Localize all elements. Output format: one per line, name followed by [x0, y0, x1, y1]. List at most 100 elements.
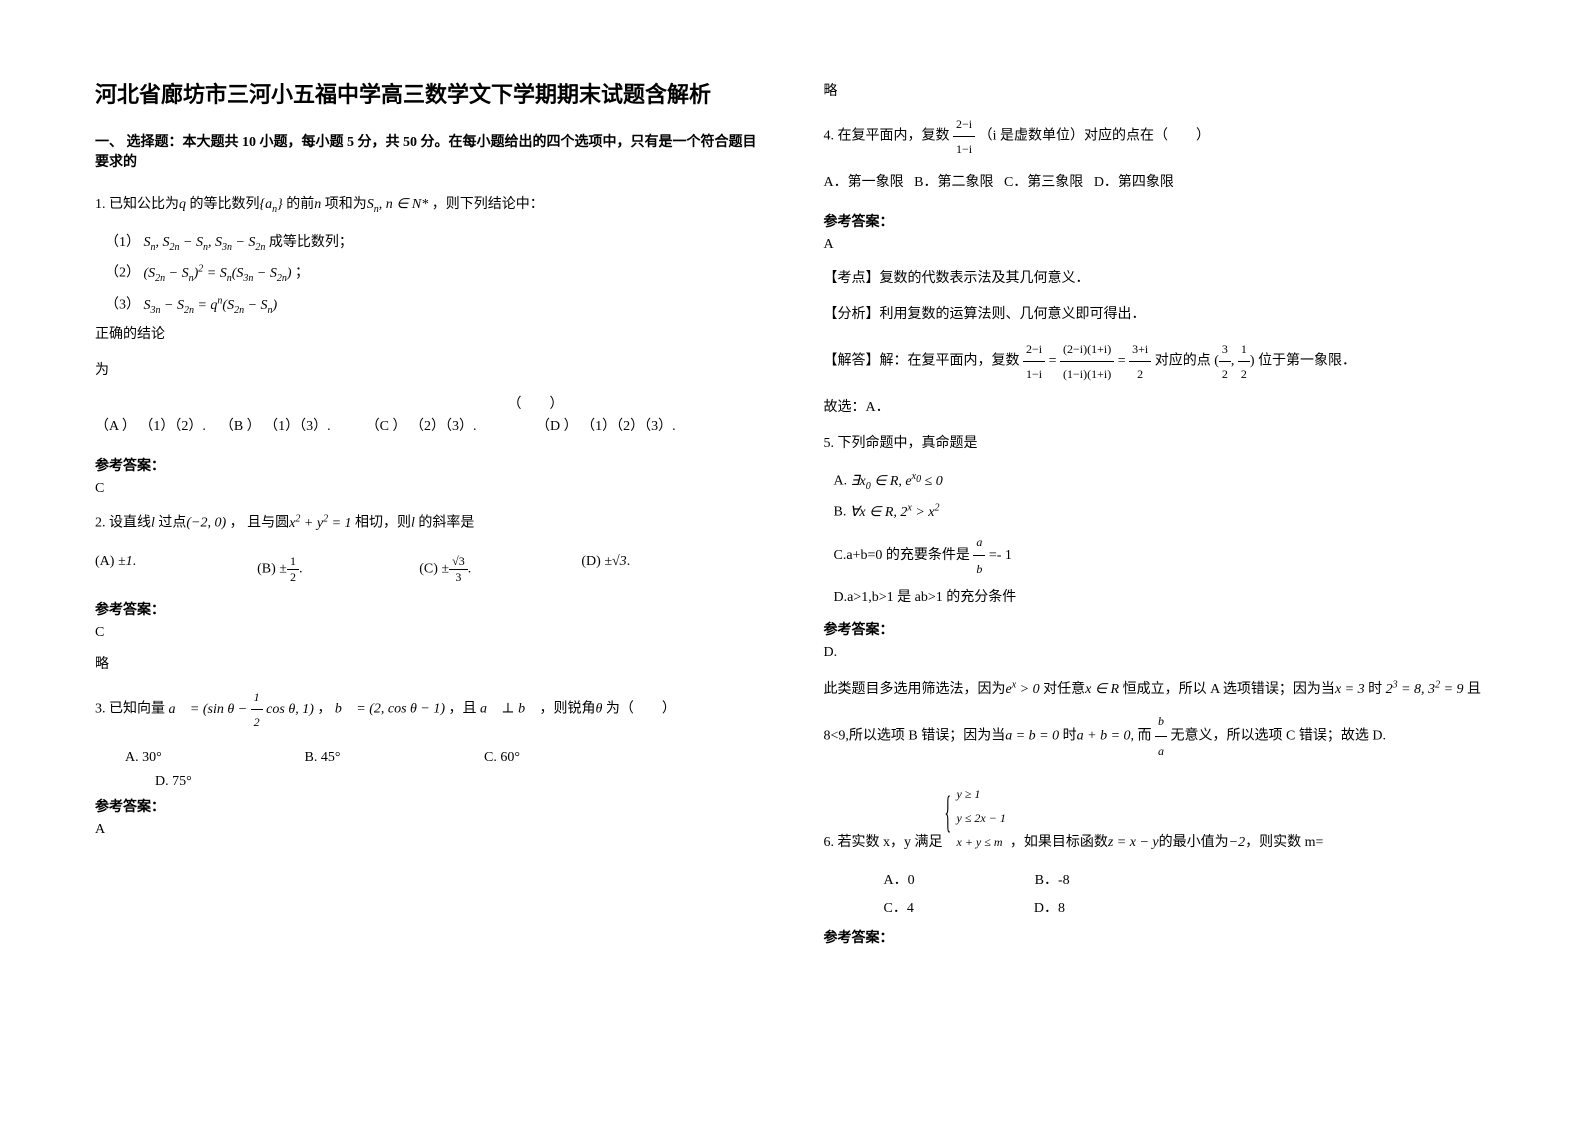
q1-correct-label: 正确的结论	[95, 321, 764, 349]
q4-solve-f5: 12	[1238, 337, 1250, 386]
q1-stem-5: ，则下列结论中：	[432, 197, 544, 212]
q5-m4: 23 = 8, 32 = 9	[1386, 682, 1464, 697]
q6-ans-label: 参考答案：	[824, 927, 1493, 947]
q6-options-row2: C．4 D．8	[884, 897, 1493, 917]
q5-optC: C.a+b=0 的充要条件是 ab =- 1	[834, 529, 1493, 583]
q1-sub3-math: S3n − S2n = qn(S2n − Sn)	[144, 298, 278, 313]
q2-circle: x2 + y2 = 1	[289, 516, 351, 531]
document-title: 河北省廊坊市三河小五福中学高三数学文下学期期末试题含解析	[95, 80, 764, 111]
q5-m7: ba	[1155, 707, 1167, 766]
q4-ans-label: 参考答案：	[824, 211, 1493, 231]
left-column: 河北省廊坊市三河小五福中学高三数学文下学期期末试题含解析 一、 选择题：本大题共…	[95, 80, 764, 1042]
q6-stem2: ，如果目标函数	[1010, 829, 1108, 857]
q1-sub2-math: (S2n − Sn)2 = Sn(S3n − S2n)	[144, 266, 292, 281]
question-5: 5. 下列命题中，真命题是	[824, 430, 1493, 458]
q5-m3: x = 3	[1335, 682, 1365, 697]
q1-stem-1: 1. 已知公比为	[95, 197, 179, 212]
q6-stem3: 的最小值为	[1159, 829, 1229, 857]
question-6: 6. 若实数 x，y 满足 { y ≥ 1 y ≤ 2x − 1 x + y ≤…	[824, 782, 1493, 857]
q4-optA: A．第一象限	[824, 175, 904, 190]
question-1: 1. 已知公比为q 的等比数列{an} 的前n 项和为Sn, n ∈ N* ，则…	[95, 191, 764, 220]
q2-optA-pre: (A)	[95, 554, 114, 569]
q2-options: (A) ±1. (B) ±12. (C) ±√33. (D) ±√3.	[95, 554, 764, 585]
question-2: 2. 设直线l 过点(−2, 0) ， 且与圆x2 + y2 = 1 相切，则l…	[95, 509, 764, 538]
q3-optB: B. 45°	[305, 750, 485, 766]
q6-optD: D．8	[1034, 897, 1065, 917]
q5-optB-pre: B.	[834, 505, 847, 520]
q1-sub1: （1） Sn, S2n − Sn, S3n − S2n 成等比数列；	[105, 228, 764, 259]
q5-e6: 时	[1063, 729, 1077, 744]
q1-sub2: （2） (S2n − Sn)2 = Sn(S3n − S2n) ；	[105, 258, 764, 289]
q1-stem-3: 的前	[286, 197, 314, 212]
q5-explain: 此类题目多选用筛选法，因为ex > 0 对任意x ∈ R 恒成立，所以 A 选项…	[824, 673, 1493, 765]
q4-solve-end: 位于第一象限．	[1258, 354, 1356, 369]
section-header: 一、 选择题：本大题共 10 小题，每小题 5 分，共 50 分。在每小题给出的…	[95, 131, 764, 171]
q4-stem2: （i 是虚数单位）对应的点在（ ）	[979, 129, 1210, 144]
q5-optA: A. ∃x0 ∈ R, ex0 ≤ 0	[834, 466, 1493, 497]
q6-stem4: ，则实数 m=	[1245, 829, 1323, 857]
q6-neg2: −2	[1229, 829, 1245, 857]
q1-sub1-pre: （1）	[105, 235, 140, 250]
q2-l: l	[151, 516, 155, 531]
q3-perp: a⃗ ⊥ b⃗	[480, 702, 536, 717]
q4-optB: B．第二象限	[914, 175, 993, 190]
q2-optC: (C) ±√33.	[419, 554, 581, 585]
q5-e7: 而	[1138, 729, 1152, 744]
q1-optD: （D ） （1）（2）（3）.	[536, 419, 676, 434]
q3-stem2: ，	[317, 702, 331, 717]
q1-sub3: （3） S3n − S2n = qn(S2n − Sn)	[105, 290, 764, 321]
q2-optD: (D) ±√3.	[581, 554, 743, 585]
q3-ans: A	[95, 822, 764, 838]
q1-sub1-math: Sn, S2n − Sn, S3n − S2n	[144, 235, 266, 250]
q2-optC-pre: (C)	[419, 562, 438, 577]
q4-point: 【考点】复数的代数表示法及其几何意义．	[824, 265, 1493, 293]
q5-optA-math: ∃x0 ∈ R, ex0 ≤ 0	[851, 474, 943, 489]
q4-optC: C．第三象限	[1004, 175, 1083, 190]
q2-optA: (A) ±1.	[95, 554, 257, 585]
q3-optA: A. 30°	[125, 750, 305, 766]
q4-solve-f4: 32	[1219, 337, 1231, 386]
q1-sub3-pre: （3）	[105, 298, 140, 313]
q4-solve-f1: 2−i1−i	[1023, 337, 1045, 386]
q4-frac: 2−i1−i	[953, 112, 975, 161]
q5-m5: a = b = 0	[1005, 729, 1059, 744]
q6-optA: A．0	[884, 869, 915, 889]
q3-optC: C. 60°	[484, 750, 664, 766]
q2-point: (−2, 0)	[186, 516, 226, 531]
question-3: 3. 已知向量 a⃗ = (sin θ − 12 cos θ, 1) ， b⃗ …	[95, 685, 764, 734]
q2-ans: C	[95, 625, 764, 641]
q1-optB: （B ） （1）（3）.	[220, 419, 331, 434]
q3-vecb: b⃗ = (2, cos θ − 1)	[335, 702, 445, 717]
q1-optC: （C ） （2）（3）.	[366, 419, 477, 434]
q5-optC-frac: ab	[973, 529, 985, 583]
q3-stem4: ，则锐角	[539, 702, 595, 717]
q1-optA: （A ） （1）（2）.	[95, 419, 206, 434]
q1-sub2-text: ；	[295, 266, 309, 281]
q2-stem3: ， 且与圆	[230, 516, 290, 531]
q6-brace: { y ≥ 1 y ≤ 2x − 1 x + y ≤ m	[947, 782, 1006, 857]
q1-ans: C	[95, 481, 764, 497]
q1-options: （A ） （1）（2）. （B ） （1）（3）. （C ） （2）（3）. （…	[95, 413, 764, 441]
q6-optC: C．4	[884, 897, 914, 917]
q3-stem1: 3. 已知向量	[95, 702, 165, 717]
q5-ans: D.	[824, 645, 1493, 661]
q2-stem5: 的斜率是	[418, 516, 474, 531]
col2-top: 略	[824, 80, 1493, 100]
q6-b2: y ≤ 2x − 1	[957, 806, 1006, 830]
q4-analysis: 【分析】利用复数的运算法则、几何意义即可得出．	[824, 301, 1493, 329]
q2-ans-label: 参考答案：	[95, 599, 764, 619]
q5-e4: 时	[1368, 682, 1382, 697]
q5-e2: 对任意	[1043, 682, 1085, 697]
q6-b3: x + y ≤ m	[957, 830, 1006, 854]
q1-math-n: n	[314, 197, 321, 212]
q4-optD: D．第四象限	[1094, 175, 1174, 190]
q2-optD-pre: (D)	[581, 554, 600, 569]
q5-e1: 此类题目多选用筛选法，因为	[824, 682, 1006, 697]
q5-e3: 恒成立，所以 A 选项错误；因为当	[1123, 682, 1335, 697]
q5-m6: a + b = 0,	[1077, 729, 1134, 744]
q1-math-sn: Sn, n ∈ N*	[367, 197, 429, 212]
q3-stem3: ，且	[449, 702, 477, 717]
q5-optA-pre: A.	[834, 474, 848, 489]
q2-optB: (B) ±12.	[257, 554, 419, 585]
q3-veca: a⃗ = (sin θ − 12 cos θ, 1)	[169, 702, 314, 717]
